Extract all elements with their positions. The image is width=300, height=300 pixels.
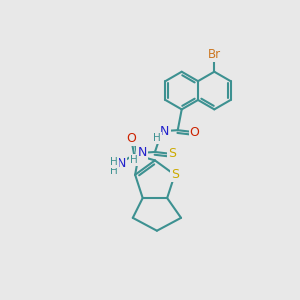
Text: O: O (190, 126, 200, 139)
Text: N: N (117, 157, 126, 170)
Text: S: S (171, 168, 179, 181)
Text: H: H (110, 166, 118, 176)
Text: H: H (153, 133, 161, 143)
Text: N: N (137, 146, 147, 160)
Text: H: H (130, 155, 138, 165)
Text: Br: Br (208, 48, 221, 62)
Text: S: S (168, 148, 176, 160)
Text: N: N (160, 125, 170, 138)
Text: H: H (110, 158, 118, 167)
Text: O: O (126, 132, 136, 145)
